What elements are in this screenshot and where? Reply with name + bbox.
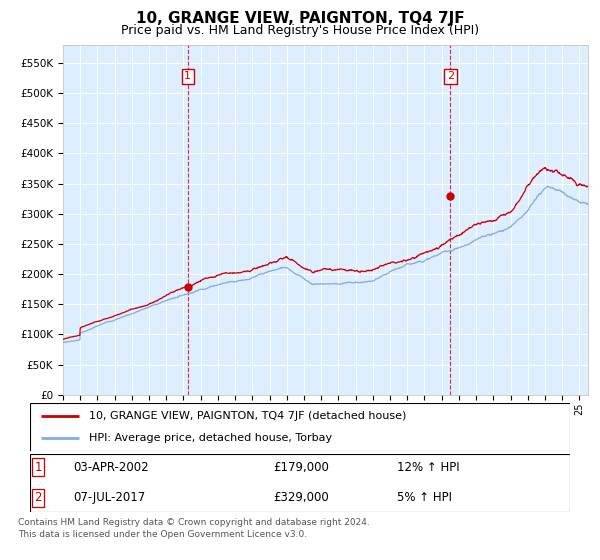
- Text: HPI: Average price, detached house, Torbay: HPI: Average price, detached house, Torb…: [89, 433, 332, 443]
- Text: 10, GRANGE VIEW, PAIGNTON, TQ4 7JF (detached house): 10, GRANGE VIEW, PAIGNTON, TQ4 7JF (deta…: [89, 411, 407, 421]
- Text: 12% ↑ HPI: 12% ↑ HPI: [397, 461, 460, 474]
- Text: 2: 2: [447, 71, 454, 81]
- Text: 03-APR-2002: 03-APR-2002: [73, 461, 149, 474]
- Text: Price paid vs. HM Land Registry's House Price Index (HPI): Price paid vs. HM Land Registry's House …: [121, 24, 479, 37]
- Text: £179,000: £179,000: [273, 461, 329, 474]
- Text: 10, GRANGE VIEW, PAIGNTON, TQ4 7JF: 10, GRANGE VIEW, PAIGNTON, TQ4 7JF: [136, 11, 464, 26]
- Text: 07-JUL-2017: 07-JUL-2017: [73, 491, 145, 504]
- Text: 2: 2: [34, 491, 42, 504]
- Text: 5% ↑ HPI: 5% ↑ HPI: [397, 491, 452, 504]
- Text: 1: 1: [34, 461, 42, 474]
- Text: Contains HM Land Registry data © Crown copyright and database right 2024.
This d: Contains HM Land Registry data © Crown c…: [18, 518, 370, 539]
- Text: 1: 1: [184, 71, 191, 81]
- Text: £329,000: £329,000: [273, 491, 329, 504]
